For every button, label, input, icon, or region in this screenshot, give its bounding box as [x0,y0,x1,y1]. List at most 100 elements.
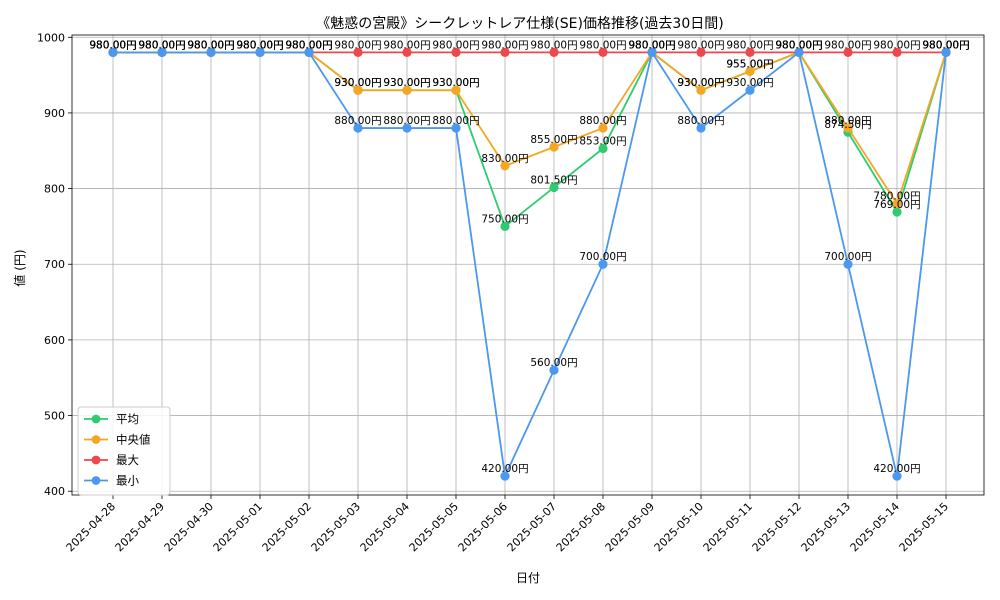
x-ticks: 2025-04-282025-04-292025-04-302025-05-01… [64,495,951,554]
data-label-最大: 980.00円 [628,39,675,51]
x-tick-label: 2025-05-04 [358,500,412,554]
data-label-最大: 980.00円 [530,39,577,51]
series-point-中央値 [402,85,412,95]
data-label-平均: 930.00円 [432,77,479,89]
data-label-最小: 880.00円 [383,115,430,127]
data-label-平均: 980.00円 [285,39,332,51]
legend-box [77,406,171,496]
data-label-中央値: 980.00円 [628,39,675,51]
data-label-最大: 980.00円 [285,39,332,51]
series-point-最大 [696,47,706,58]
series-point-平均 [598,143,608,154]
data-label-中央値: 780.00円 [873,191,920,203]
data-label-平均: 980.00円 [922,39,969,51]
data-label-平均: 980.00円 [187,39,234,51]
series-point-最小 [647,47,657,58]
series-point-中央値 [696,85,706,95]
series-point-平均 [892,207,902,217]
series-point-最小 [500,471,510,481]
legend-marker-最大 [91,455,101,465]
data-label-最大: 980.00円 [824,39,871,51]
data-label-中央値: 930.00円 [432,77,479,89]
series-point-最大 [843,47,853,58]
data-label-平均: 930.00円 [677,77,724,89]
data-label-最大: 980.00円 [236,39,283,51]
data-label-最小: 980.00円 [138,39,185,51]
x-tick-label: 2025-05-08 [554,500,608,554]
data-label-平均: 750.00円 [481,213,528,225]
data-label-最小: 980.00円 [775,39,822,51]
series-point-最小 [255,47,265,58]
series-point-最大 [451,47,461,58]
data-label-平均: 980.00円 [628,39,675,51]
legend-label-最小: 最小 [116,474,139,488]
data-label-平均: 769.00円 [873,199,920,211]
data-label-最大: 980.00円 [187,39,234,51]
data-label-中央値: 980.00円 [236,39,283,51]
series-point-最小 [843,259,853,269]
data-label-平均: 930.00円 [383,77,430,89]
data-label-平均: 980.00円 [89,39,136,51]
x-tick-label: 2025-04-30 [162,500,216,554]
data-label-最小: 980.00円 [922,39,969,51]
series-point-中央値 [598,123,608,133]
x-tick-label: 2025-04-28 [64,500,118,554]
data-label-最大: 980.00円 [481,39,528,51]
data-label-最小: 420.00円 [481,463,528,475]
series-point-最小 [892,471,902,481]
series-point-最小 [108,47,118,58]
series-point-最小 [745,85,755,95]
data-label-中央値: 930.00円 [383,77,430,89]
series-point-最小 [353,123,363,133]
data-label-中央値: 880.00円 [824,115,871,127]
data-label-最小: 930.00円 [726,77,773,89]
y-tick-label: 400 [44,485,65,498]
x-tick-label: 2025-05-05 [407,500,461,554]
x-tick-label: 2025-05-13 [799,500,853,554]
data-label-平均: 955.00円 [726,58,773,70]
x-tick-label: 2025-05-03 [309,500,363,554]
series-point-最大 [353,47,363,58]
data-label-中央値: 980.00円 [285,39,332,51]
data-label-中央値: 930.00円 [677,77,724,89]
series-point-最大 [500,47,510,58]
plot-frame [71,34,985,496]
data-label-最大: 980.00円 [726,39,773,51]
series-point-最小 [304,47,314,58]
legend-label-最大: 最大 [116,453,139,467]
x-tick-label: 2025-05-01 [211,500,265,554]
data-label-最大: 980.00円 [922,39,969,51]
legend-label-中央値: 中央値 [116,433,151,447]
series-line-最小 [113,50,947,480]
series-point-最小 [696,123,706,133]
data-label-最小: 700.00円 [824,251,871,263]
data-label-最小: 980.00円 [628,39,675,51]
data-label-最大: 980.00円 [138,39,185,51]
series-point-最小 [598,259,608,269]
series-point-最小 [157,47,167,58]
data-label-最大: 980.00円 [432,39,479,51]
y-tick-label: 1000 [37,31,65,44]
series-point-中央値 [843,123,853,133]
series-point-平均 [549,182,559,193]
series-point-中央値 [500,161,510,171]
x-tick-label: 2025-05-02 [260,500,314,554]
x-tick-label: 2025-05-11 [701,500,755,554]
y-tick-label: 800 [44,183,65,196]
data-label-最大: 980.00円 [334,39,381,51]
data-label-中央値: 880.00円 [579,115,626,127]
data-label-最小: 880.00円 [677,115,724,127]
x-tick-label: 2025-05-06 [456,500,510,554]
y-ticks: 400 500 600 700 800 900 1000 [37,31,72,498]
data-label-平均: 801.50円 [530,174,577,186]
series-point-最小 [402,123,412,133]
data-label-中央値: 830.00円 [481,153,528,165]
data-label-中央値: 955.00円 [726,58,773,70]
x-axis-label: 日付 [516,571,540,585]
data-label-中央値: 980.00円 [775,39,822,51]
data-label-最小: 700.00円 [579,251,626,263]
data-label-中央値: 980.00円 [89,39,136,51]
series-point-最大 [892,47,902,58]
